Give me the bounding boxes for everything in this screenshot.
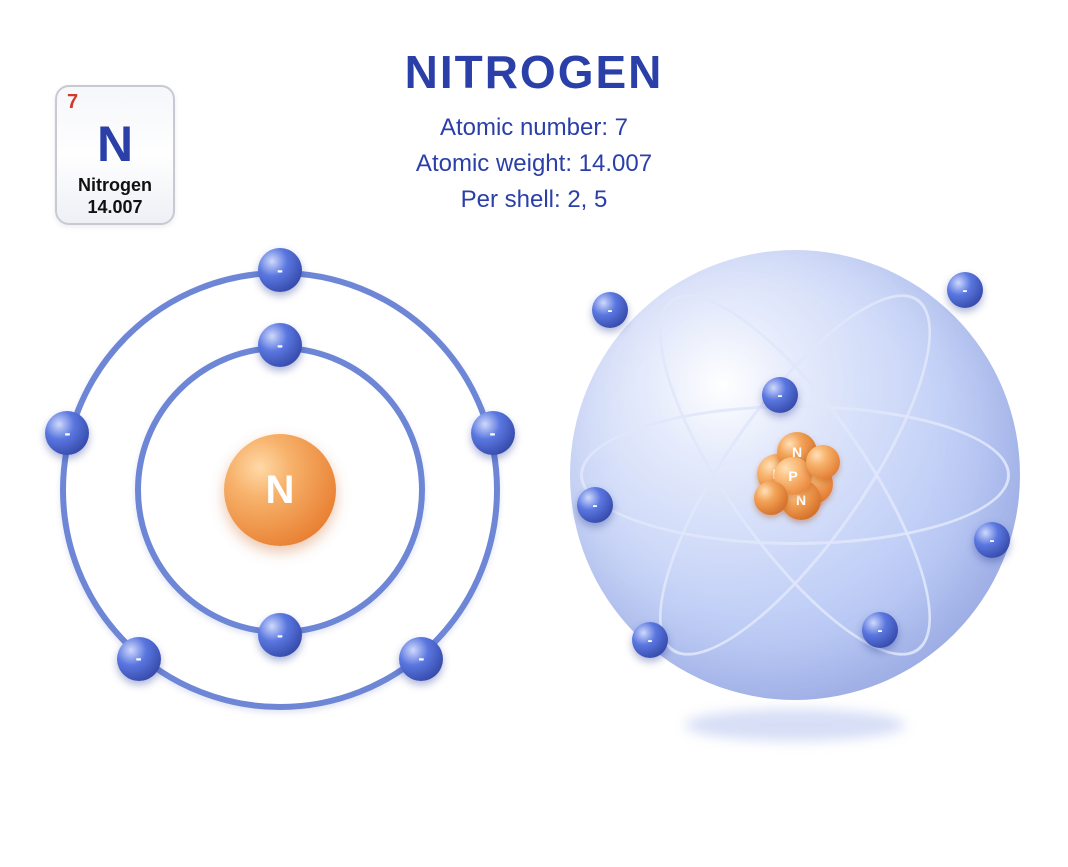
tile-name: Nitrogen [57,175,173,196]
periodic-tile: 7 N Nitrogen 14.007 [55,85,175,225]
page-title: NITROGEN [405,45,664,99]
electron: - [762,377,798,413]
electron: - [258,613,302,657]
bohr-nucleus: N [224,434,336,546]
tile-symbol: N [57,115,173,173]
electron: - [117,637,161,681]
electron: - [862,612,898,648]
info-row-atomic-number: Atomic number: 7 [416,110,652,146]
electron: - [399,637,443,681]
info-value: 14.007 [579,150,652,177]
bohr-model: N------- [30,240,530,740]
electron: - [577,487,613,523]
atom-3d-model: PNNP------- [560,220,1030,730]
electron: - [258,248,302,292]
nucleon [754,481,788,515]
info-value: 7 [615,114,628,141]
nucleon [806,445,840,479]
tile-atomic-number: 7 [67,91,78,114]
info-label: Atomic weight: [416,150,579,177]
electron: - [592,292,628,328]
info-label: Per shell: [461,186,568,213]
info-block: Atomic number: 7 Atomic weight: 14.007 P… [416,110,652,218]
info-value: 2, 5 [567,186,607,213]
electron: - [947,272,983,308]
info-row-per-shell: Per shell: 2, 5 [416,182,652,218]
electron: - [974,522,1010,558]
info-row-atomic-weight: Atomic weight: 14.007 [416,146,652,182]
electron: - [258,323,302,367]
info-label: Atomic number: [440,114,615,141]
electron: - [632,622,668,658]
electron: - [471,411,515,455]
tile-mass: 14.007 [57,197,173,218]
atom-shadow [685,709,905,741]
